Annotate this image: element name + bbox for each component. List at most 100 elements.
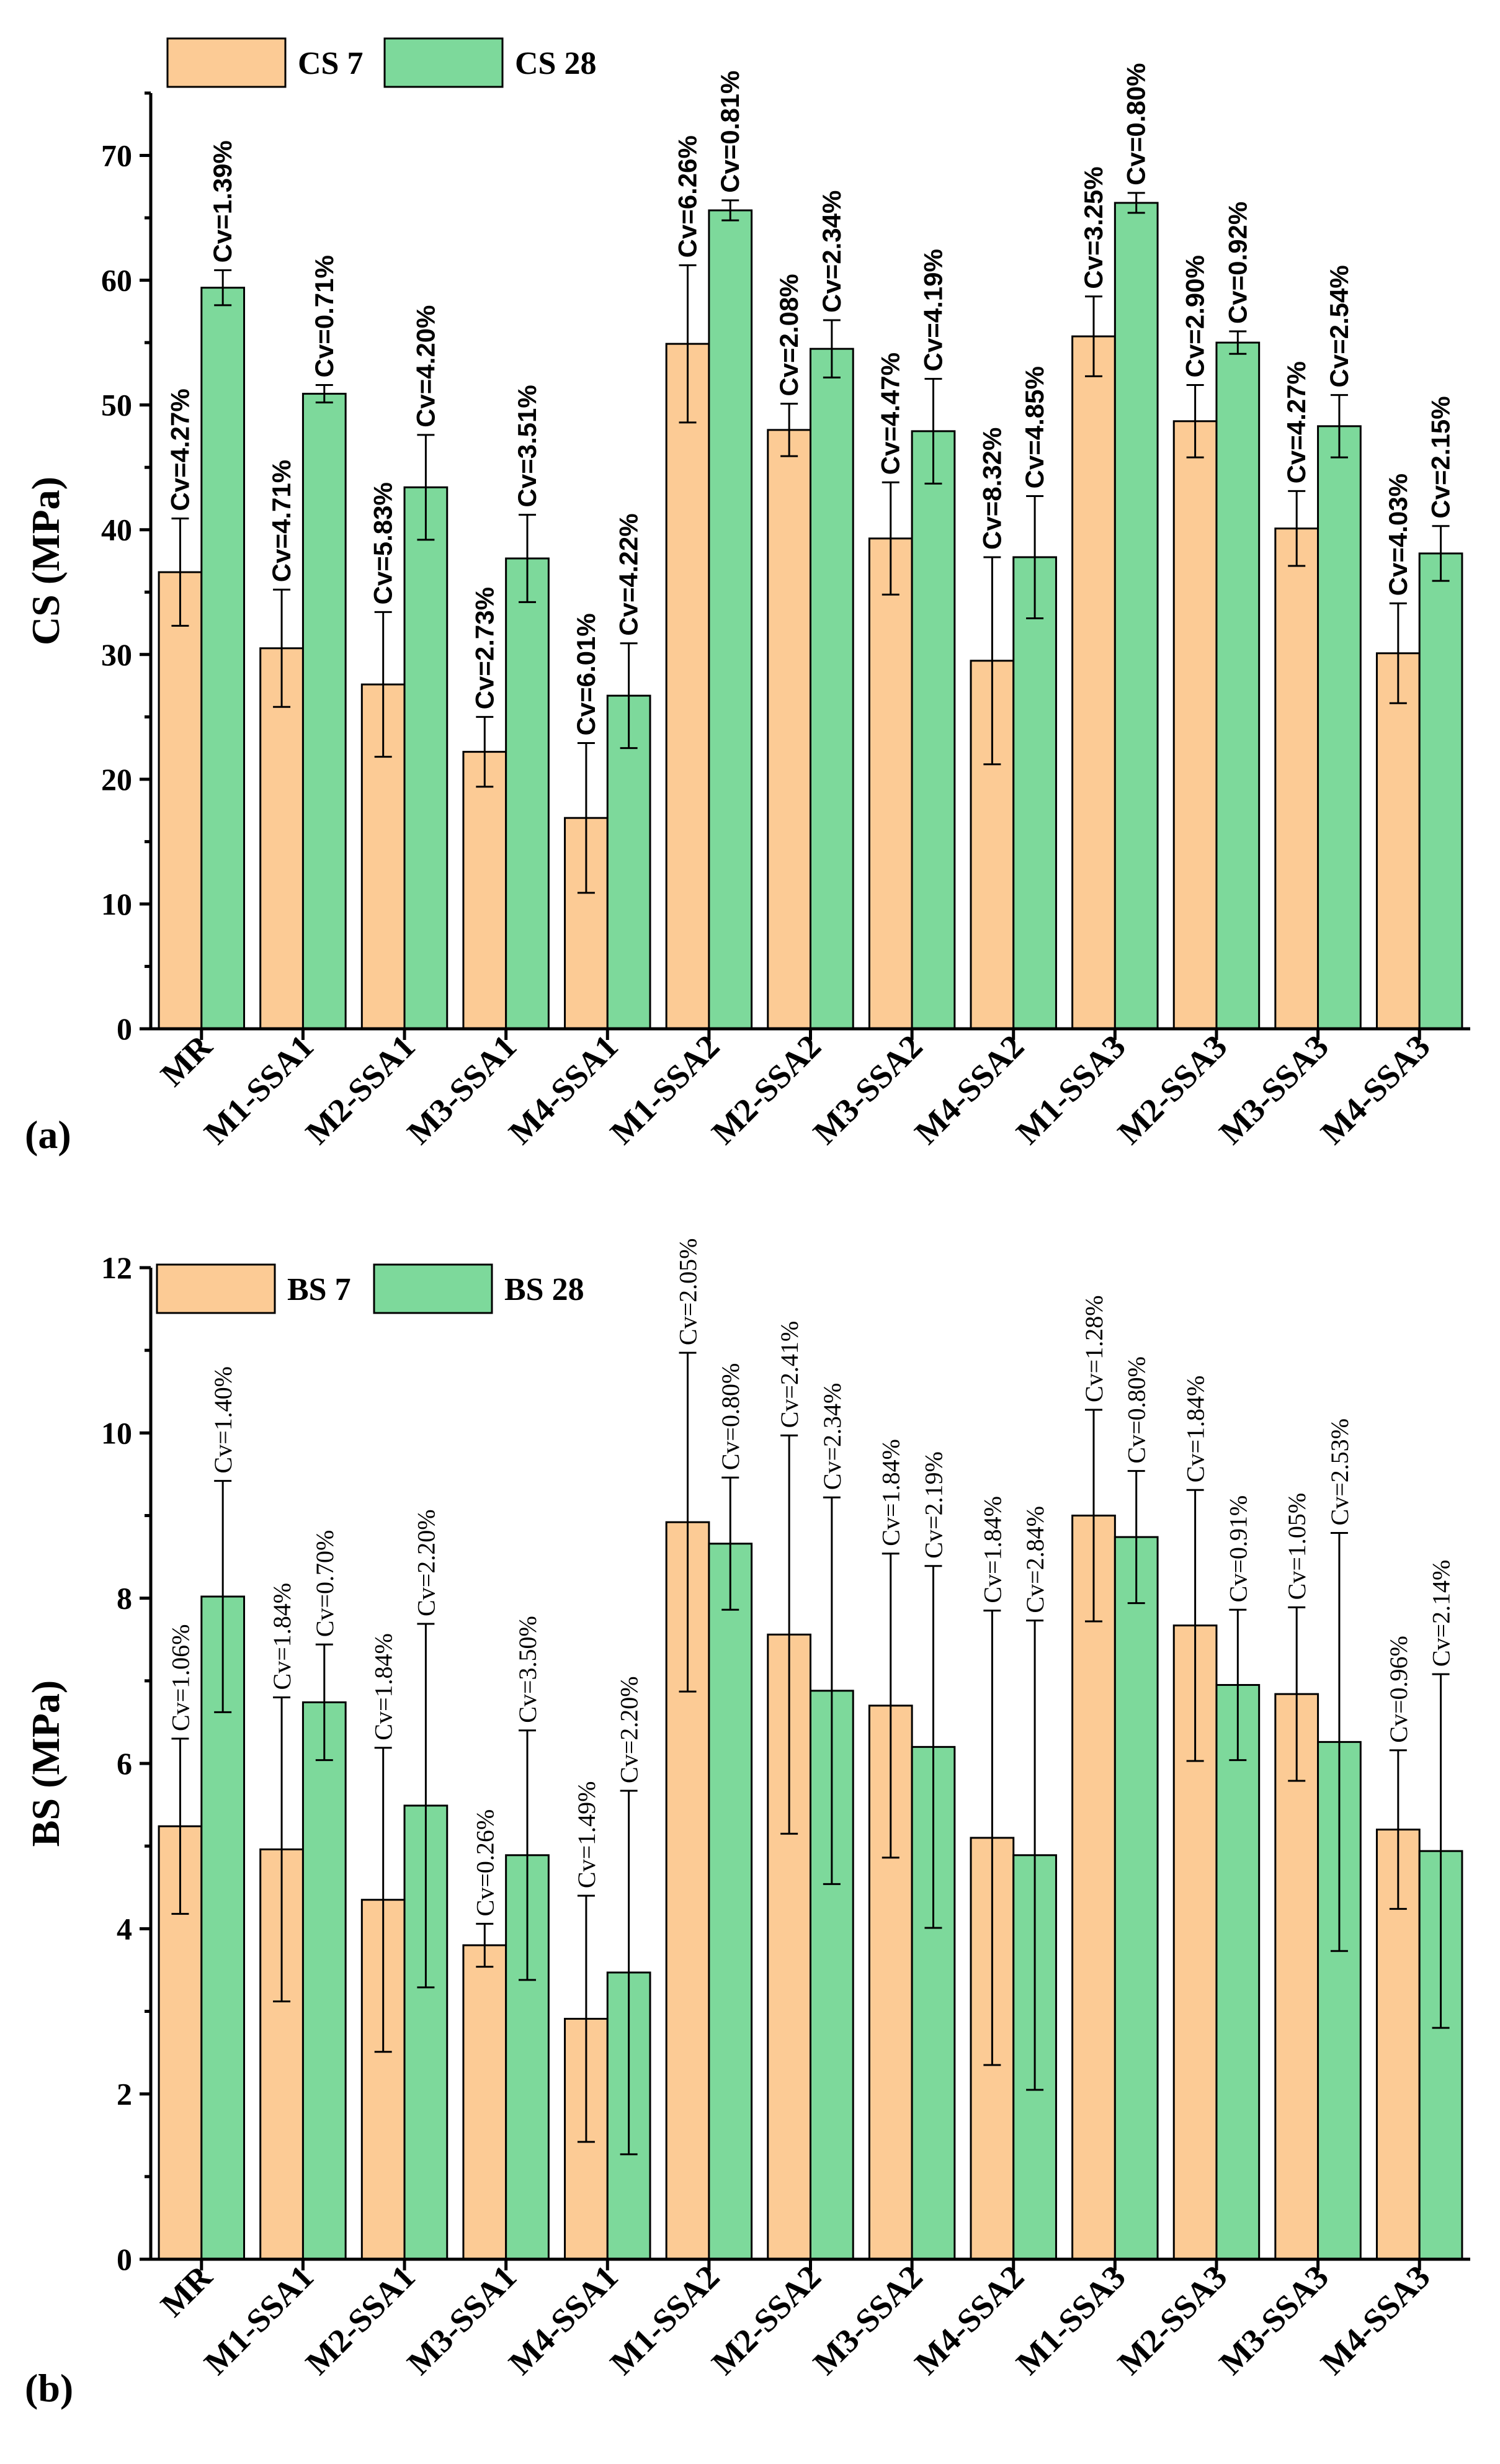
cv-label: Cv=0.80%	[1123, 1356, 1151, 1464]
cv-label: Cv=0.71%	[310, 255, 339, 377]
cv-label: Cv=2.19%	[919, 1451, 947, 1559]
y-tick-label: 70	[101, 138, 132, 173]
panel-label: (b)	[25, 2366, 73, 2410]
bar-cs-28-m2-ssa3	[1215, 341, 1261, 1030]
cv-label: Cv=0.96%	[1385, 1636, 1413, 1743]
x-tick-label: M2-SSA1	[298, 2258, 422, 2381]
legend-swatch-1	[166, 37, 287, 88]
x-tick-label: M2-SSA1	[298, 1028, 422, 1151]
cv-label: Cv=2.54%	[1324, 265, 1354, 387]
x-tick-label: M4-SSA3	[1313, 2258, 1437, 2381]
bar-cs-7-m1-ssa2	[665, 343, 710, 1030]
cv-label: Cv=2.41%	[775, 1321, 803, 1428]
x-tick-label: M4-SSA2	[908, 1028, 1031, 1151]
x-tick-label: M3-SSA3	[1212, 1028, 1336, 1151]
cv-label: Cv=2.20%	[615, 1676, 643, 1783]
x-tick-label: M1-SSA2	[603, 1028, 726, 1151]
cv-label: Cv=6.01%	[571, 613, 600, 735]
cv-label: Cv=2.05%	[674, 1239, 702, 1346]
x-tick-label: M2-SSA2	[705, 2258, 828, 2381]
cv-label: Cv=4.19%	[918, 249, 947, 371]
cv-label: Cv=3.50%	[514, 1616, 542, 1723]
legend-label-2: CS 28	[515, 46, 596, 81]
bar-cs-28-m3-ssa2	[911, 430, 956, 1030]
cv-label: Cv=2.14%	[1427, 1560, 1455, 1667]
y-tick-label: 12	[101, 1250, 132, 1285]
y-tick-label: 2	[117, 2077, 132, 2112]
x-tick-label: M3-SSA2	[806, 1028, 929, 1151]
legend-swatch-1	[156, 1263, 276, 1314]
y-axis-label: BS (MPa)	[24, 1680, 68, 1847]
bar-bs-28-m1-ssa2	[708, 1543, 753, 2260]
cv-label: Cv=1.84%	[877, 1439, 905, 1546]
legend-label-1: BS 7	[287, 1272, 351, 1307]
legend-label-1: CS 7	[298, 46, 363, 81]
x-tick-label: M2-SSA3	[1110, 1028, 1234, 1151]
cv-label: Cv=4.03%	[1383, 473, 1413, 596]
cv-label: Cv=0.26%	[471, 1809, 499, 1917]
chart-panel-1: Cv=4.27% Cv=1.39% MR Cv=4.71% Cv=0.71% M1-SSA…	[24, 37, 1470, 1157]
y-tick-label: 10	[101, 887, 132, 921]
bar-bs-28-m1-ssa1	[301, 1701, 347, 2260]
cv-label: Cv=5.83%	[368, 482, 398, 604]
cv-label: Cv=4.27%	[1282, 361, 1311, 483]
x-tick-label: M1-SSA2	[603, 2258, 726, 2381]
y-axis-label: CS (MPa)	[24, 477, 68, 645]
cv-label: Cv=1.06%	[166, 1624, 194, 1731]
y-tick-label: 6	[117, 1746, 132, 1781]
y-tick-label: 8	[117, 1581, 132, 1616]
bar-cs-28-m1-ssa1	[301, 393, 347, 1030]
x-tick-label: M3-SSA3	[1212, 2258, 1336, 2381]
y-tick-label: 20	[101, 762, 132, 797]
cv-label: Cv=1.49%	[573, 1781, 600, 1889]
bar-cs-28-m3-ssa3	[1317, 425, 1362, 1030]
x-tick-label: M4-SSA1	[501, 1028, 625, 1151]
bar-cs-7-mr	[158, 571, 203, 1030]
bar-bs-7-m3-ssa1	[462, 1944, 507, 2260]
x-tick-label: M3-SSA2	[806, 2258, 929, 2381]
cv-label: Cv=0.92%	[1223, 202, 1252, 324]
bar-cs-28-m4-ssa2	[1012, 556, 1057, 1030]
y-tick-label: 0	[117, 2242, 132, 2277]
cv-label: Cv=0.81%	[715, 71, 744, 193]
cv-label: Cv=0.80%	[717, 1363, 744, 1471]
cv-label: Cv=2.90%	[1181, 255, 1210, 377]
cv-label: Cv=4.47%	[876, 352, 905, 475]
x-tick-label: M1-SSA3	[1009, 2258, 1132, 2381]
cv-label: Cv=1.40%	[209, 1366, 237, 1474]
cv-label: Cv=3.51%	[512, 385, 542, 507]
bar-cs-7-m2-ssa2	[767, 429, 811, 1030]
bar-cs-7-m3-ssa3	[1274, 527, 1319, 1030]
legend-label-2: BS 28	[504, 1272, 584, 1307]
x-tick-label: M1-SSA3	[1009, 1028, 1132, 1151]
cv-label: Cv=4.27%	[165, 388, 194, 511]
bar-bs-7-m1-ssa1	[259, 1848, 304, 2260]
cv-label: Cv=2.20%	[412, 1509, 440, 1616]
cv-label: Cv=4.22%	[614, 513, 643, 635]
bar-bs-7-m1-ssa3	[1071, 1515, 1116, 2260]
cv-label: Cv=3.25%	[1079, 166, 1108, 289]
bar-cs-28-m2-ssa1	[403, 486, 449, 1030]
bar-cs-7-m2-ssa3	[1172, 420, 1218, 1030]
bar-cs-28-m1-ssa2	[708, 209, 753, 1030]
bar-bs-28-m2-ssa3	[1215, 1683, 1261, 2260]
x-tick-label: M1-SSA1	[197, 2258, 320, 2381]
bar-cs-7-m3-ssa1	[462, 751, 507, 1030]
cv-label: Cv=0.91%	[1224, 1495, 1252, 1603]
panel-label: (a)	[25, 1113, 71, 1157]
cv-label: Cv=2.53%	[1326, 1418, 1354, 1526]
cv-label: Cv=1.84%	[370, 1633, 398, 1740]
bar-cs-28-mr	[200, 287, 246, 1030]
cv-label: Cv=2.15%	[1426, 396, 1455, 518]
cv-label: Cv=1.84%	[1182, 1376, 1210, 1483]
cv-label: Cv=0.80%	[1122, 63, 1151, 186]
x-tick-label: M1-SSA1	[197, 1028, 320, 1151]
bar-cs-28-m2-ssa2	[810, 347, 854, 1030]
cv-label: Cv=1.39%	[208, 140, 237, 262]
cv-label: Cv=1.84%	[978, 1496, 1006, 1603]
x-tick-label: M2-SSA2	[705, 1028, 828, 1151]
legend-swatch-2	[383, 37, 504, 88]
cv-label: Cv=1.05%	[1283, 1493, 1311, 1600]
bar-cs-7-m4-ssa3	[1375, 652, 1421, 1030]
cv-label: Cv=4.71%	[267, 460, 296, 582]
